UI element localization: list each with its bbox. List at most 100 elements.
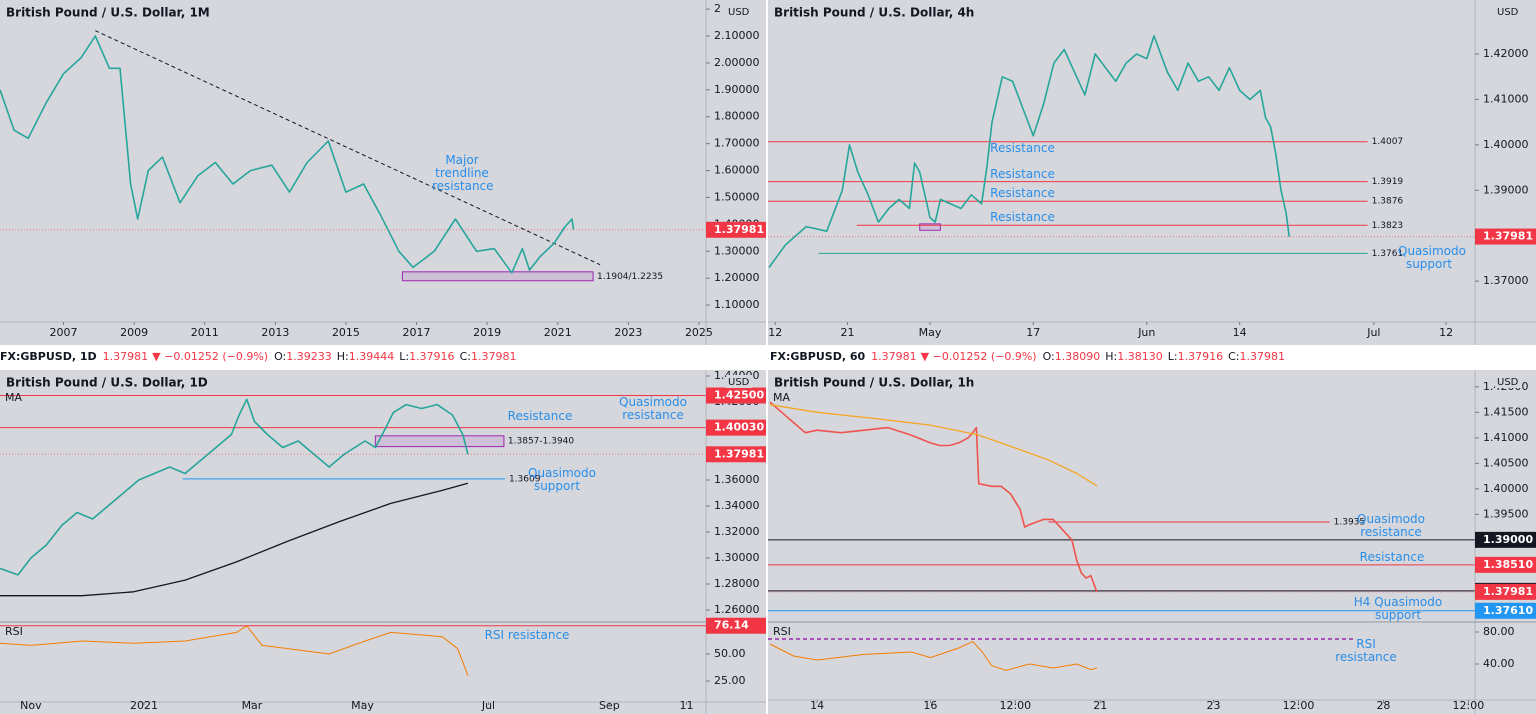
x-tick-label: 2015 (332, 326, 360, 339)
x-tick-label: 2025 (685, 326, 713, 339)
level-tag (1475, 556, 1536, 573)
y-tick-label: 1.30000 (714, 551, 760, 564)
y-tick-label: 1.37000 (1483, 274, 1529, 287)
rsi-tick-label: 40.00 (1483, 657, 1515, 670)
panel-bg (0, 0, 766, 345)
y-tick-label: 1.28000 (714, 577, 760, 590)
zone-label: 1.1904/1.2235 (597, 272, 663, 282)
ohlc-key: L: (1167, 350, 1178, 363)
zone-box (919, 223, 941, 231)
trendline (95, 30, 601, 266)
level-label: 1.3761 (1372, 249, 1404, 259)
price: 1.37981 (102, 350, 149, 363)
unit-bg (726, 375, 752, 388)
price: 1.37981 (871, 350, 917, 363)
x-tick-label: 14 (1233, 326, 1247, 339)
y-tick-label: 1.20000 (714, 271, 760, 284)
ohlc-key: L: (399, 350, 410, 363)
annotation: Quasimodo resistance (1357, 512, 1425, 539)
level-tag (1475, 602, 1536, 619)
quote-line: FX:GBPUSD, 1D 1.37981 ▼ −0.01252 (−0.9%) O:… (0, 348, 521, 366)
ohlc-key: O: (1042, 350, 1055, 363)
last-price-tag (1475, 583, 1536, 600)
chart-title: British Pound / U.S. Dollar, 4h (774, 6, 974, 20)
series-name: MA (5, 391, 22, 404)
series-name: MA (773, 391, 790, 404)
y-tick-label: 1.41000 (1483, 431, 1529, 444)
x-tick-label: 12:00 (1453, 699, 1485, 712)
ohlc-value: 1.38090 (1054, 350, 1101, 363)
last-price-label: 1.37981 (714, 447, 764, 460)
y-tick-label: 1.80000 (714, 110, 760, 123)
rsi-level-tag (706, 617, 766, 634)
x-tick-label: 14 (810, 699, 824, 712)
x-tick-label: 12:00 (999, 699, 1031, 712)
y-tick-label: 1.30000 (714, 244, 760, 257)
level-tag (706, 387, 766, 404)
divider (766, 370, 768, 714)
plot-area (768, 35, 1475, 268)
panel-bg (768, 370, 1536, 714)
x-tick-label: 2021 (130, 699, 158, 712)
x-tick-label: Sep (599, 699, 620, 712)
x-tick-label: 2011 (191, 326, 219, 339)
level-label: 1.3823 (1372, 221, 1404, 231)
annotation: Quasimodo resistance (619, 395, 687, 422)
last-price-label: 1.37981 (714, 223, 764, 236)
quote-line: FX:GBPUSD, 60 1.37981 ▼ −0.01252 (−0.9%) O:… (770, 348, 1290, 366)
ohlc-key: H: (336, 350, 349, 363)
level-tag-label: 1.38510 (1483, 558, 1533, 571)
y-tick-label: 1.50000 (714, 190, 760, 203)
x-tick-label: May (919, 326, 942, 339)
symbol: FX:GBPUSD, 60 (770, 350, 866, 363)
x-tick-label: 12 (768, 326, 782, 339)
divider (766, 0, 768, 345)
level-tag-label: 1.37610 (1483, 604, 1533, 617)
plot-area (0, 395, 706, 597)
x-tick-label: 2019 (473, 326, 501, 339)
x-tick-label: 23 (1207, 699, 1221, 712)
panel-bg (768, 0, 1536, 345)
annotation: Resistance (990, 167, 1055, 181)
annotation: Resistance (990, 141, 1055, 155)
last-price-label: 1.37981 (1483, 230, 1533, 243)
annotation: Quasimodo support (528, 466, 596, 493)
rsi-tick-label: 25.00 (714, 674, 746, 687)
chart-title: British Pound / U.S. Dollar, 1M (6, 6, 210, 20)
level-tag-label: 1.42500 (714, 389, 764, 402)
price-line (0, 398, 469, 576)
y-tick-label: 1.41500 (1483, 405, 1529, 418)
annotation: Resistance (990, 186, 1055, 200)
y-tick-label: 1.40500 (1483, 456, 1529, 469)
level-label: 1.4007 (1372, 137, 1404, 147)
last-price-tag (706, 221, 766, 238)
rsi-name: RSI (773, 625, 791, 638)
chart-title: British Pound / U.S. Dollar, 1h (774, 376, 974, 390)
y-tick-label: 2 (714, 2, 721, 15)
ohlc-value: 1.39233 (286, 350, 332, 363)
x-tick-label: 12:00 (1283, 699, 1315, 712)
unit-label: USD (728, 7, 750, 18)
quote-strip (0, 345, 1536, 370)
annotation: Major trendline resistance (432, 153, 494, 193)
moving-average (0, 482, 469, 597)
ohlc-key: O: (274, 350, 287, 363)
x-tick-label: 2009 (120, 326, 148, 339)
rsi-name: RSI (5, 625, 23, 638)
annotation: H4 Quasimodo support (1353, 595, 1443, 622)
plot-area (768, 401, 1475, 612)
level-tag (706, 419, 766, 436)
change: ▼ −0.01252 (−0.9%) (152, 350, 269, 363)
annotation: Resistance (1359, 550, 1425, 564)
x-tick-label: 2021 (544, 326, 572, 339)
level-tag (1475, 531, 1536, 548)
ohlc-value: 1.37981 (470, 350, 517, 363)
y-tick-label: 1.32000 (714, 525, 760, 538)
last-price-tag (1475, 228, 1536, 245)
y-tick-label: 2.00000 (714, 56, 760, 69)
y-tick-label: 1.36000 (714, 473, 760, 486)
unit-bg (726, 5, 752, 18)
x-tick-label: 11 (679, 699, 693, 712)
ohlc-value: 1.37916 (1177, 350, 1224, 363)
last-price-tag (706, 446, 766, 463)
